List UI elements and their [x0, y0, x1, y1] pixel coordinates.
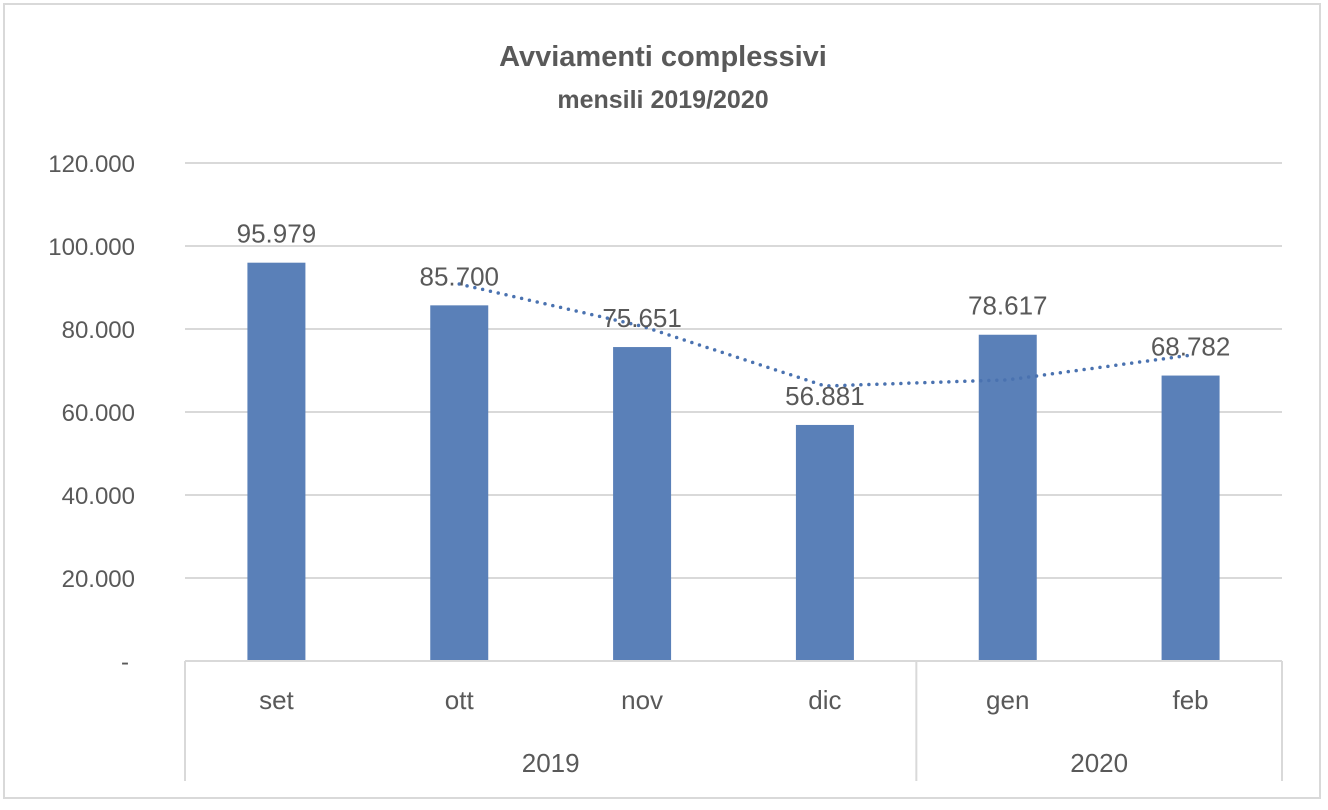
y-tick-label: 120.000	[48, 151, 135, 178]
y-tick-label: 20.000	[62, 566, 135, 593]
x-tick-label: nov	[621, 685, 663, 715]
data-label: 56.881	[785, 381, 865, 411]
y-tick-label: -	[121, 649, 129, 676]
x-tick-label: set	[259, 685, 294, 715]
bar-dic	[795, 424, 854, 661]
bar-gen	[978, 334, 1037, 661]
data-label: 85.700	[419, 261, 499, 291]
y-tick-label: 40.000	[62, 483, 135, 510]
x-tick-label: dic	[808, 685, 841, 715]
bar-set	[247, 262, 306, 661]
chart-title: Avviamenti complessivi	[499, 41, 827, 73]
data-label: 75.651	[602, 303, 682, 333]
chart-frame	[3, 3, 1321, 799]
y-tick-label: 60.000	[62, 400, 135, 427]
y-tick-label: 100.000	[48, 234, 135, 261]
x-tick-label: gen	[986, 685, 1029, 715]
data-label: 68.782	[1151, 332, 1231, 362]
data-label: 95.979	[237, 219, 317, 249]
bar-ott	[430, 305, 489, 661]
bar-nov	[613, 347, 672, 661]
data-label: 78.617	[968, 291, 1048, 321]
bar-feb	[1161, 375, 1220, 661]
trendline	[457, 282, 1193, 388]
group-label: 2020	[1070, 748, 1128, 778]
group-label: 2019	[522, 748, 580, 778]
x-tick-label: feb	[1173, 685, 1209, 715]
x-tick-label: ott	[445, 685, 475, 715]
chart-subtitle: mensili 2019/2020	[557, 86, 768, 114]
y-tick-label: 80.000	[62, 317, 135, 344]
